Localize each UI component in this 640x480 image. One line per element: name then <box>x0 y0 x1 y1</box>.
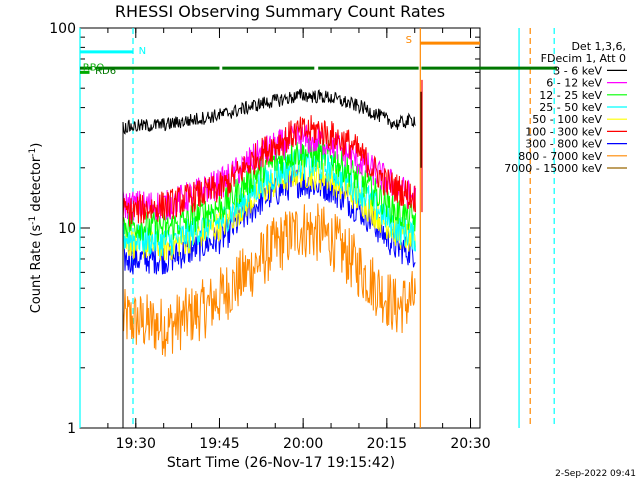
status-label-n: N <box>139 46 146 57</box>
legend-header: Det 1,3,6, <box>571 40 626 53</box>
series-line <box>122 138 416 428</box>
x-tick-label: 19:30 <box>116 436 156 452</box>
series-line <box>122 88 416 428</box>
legend-entry: 300 - 800 keV <box>525 138 602 151</box>
plot-area: 1 10 100 Count Rate (s-1 detector-1) 19:30 19… <box>28 21 557 452</box>
footer-date: 2-Sep-2022 09:41 <box>555 469 636 479</box>
legend-header: FDecim 1, Att 0 <box>541 52 626 65</box>
legend-entry: 100 - 300 keV <box>525 125 602 138</box>
series-line <box>122 203 416 428</box>
status-label-s: S <box>406 35 412 46</box>
status-label-rbo: RBO <box>83 62 105 73</box>
y-tick-label: 100 <box>49 21 76 37</box>
x-tick-label: 20:30 <box>450 436 490 452</box>
chart-title: RHESSI Observing Summary Count Rates <box>115 2 445 21</box>
y-axis-label: Count Rate (s-1 detector-1) <box>28 143 44 314</box>
legend-entry: 50 - 100 keV <box>532 113 602 126</box>
legend-entry: 6 - 12 keV <box>546 77 602 90</box>
y-tick-label: 10 <box>58 221 76 237</box>
x-tick-label: 19:45 <box>199 436 239 452</box>
legend-entry: 800 - 7000 keV <box>518 150 602 163</box>
series-line <box>122 115 416 428</box>
legend-entry: 7000 - 15000 keV <box>504 162 602 175</box>
legend-entry: 25 - 50 keV <box>539 101 602 114</box>
x-tick-label: 20:15 <box>367 436 407 452</box>
legend-entry: 12 - 25 keV <box>539 89 602 102</box>
y-tick-label: 1 <box>67 421 76 437</box>
status-label-rd6: RD6 <box>95 66 116 77</box>
x-tick-label: 20:00 <box>283 436 323 452</box>
legend-entry: 3 - 6 keV <box>553 64 602 77</box>
x-axis-label: Start Time (26-Nov-17 19:15:42) <box>167 455 395 471</box>
